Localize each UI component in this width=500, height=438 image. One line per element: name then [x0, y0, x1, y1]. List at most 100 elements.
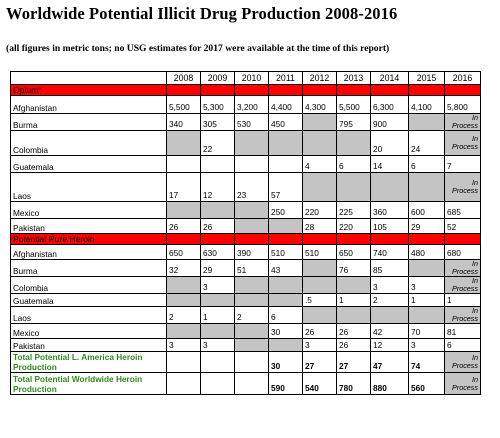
- value-cell: 2: [370, 293, 409, 307]
- value-cell: [234, 293, 269, 307]
- in-process-text: In: [472, 259, 478, 268]
- value-cell: [336, 130, 371, 156]
- value-cell: [336, 276, 371, 294]
- row-label: Burma: [10, 259, 167, 277]
- in-process-cell: In Process: [444, 306, 481, 324]
- value-cell: .5: [302, 293, 337, 307]
- table-row: Pakistan 3 3 3 26 12 3 6: [10, 338, 481, 352]
- value-cell: 29: [408, 218, 445, 234]
- value-cell: 17: [166, 172, 201, 202]
- value-cell: 510: [268, 244, 303, 260]
- row-label: Total Potential Worldwide Heroin Product…: [10, 372, 167, 395]
- value-cell: [166, 351, 201, 373]
- value-cell: 1: [336, 293, 371, 307]
- value-cell: 6: [408, 155, 445, 173]
- value-cell: [302, 172, 337, 202]
- value-cell: 6: [336, 155, 371, 173]
- in-process-text: Process: [452, 382, 478, 392]
- value-cell: 7: [444, 155, 481, 173]
- section-fill-cell: [408, 84, 445, 96]
- table-row: Laos 2 1 2 6 In Process: [10, 306, 481, 324]
- table-row: Pakistan 26 26 28 220 105 29 52: [10, 218, 481, 234]
- section-fill-cell: [370, 233, 409, 245]
- in-process-text: In: [472, 134, 478, 143]
- row-label: Laos: [10, 172, 167, 202]
- row-label: Afghanistan: [10, 244, 167, 260]
- value-cell: [234, 276, 269, 294]
- value-cell: 780: [336, 372, 371, 395]
- value-cell: 900: [370, 113, 409, 131]
- table-row: Colombia 3 3 3 In Process: [10, 276, 481, 294]
- table-row: Guatemala 4 6 14 6 7: [10, 155, 481, 173]
- value-cell: 27: [302, 351, 337, 373]
- value-cell: [166, 130, 201, 156]
- in-process-text: Process: [452, 186, 478, 195]
- value-cell: 26: [336, 323, 371, 339]
- value-cell: [408, 113, 445, 131]
- value-cell: 4: [302, 155, 337, 173]
- value-cell: 70: [408, 323, 445, 339]
- value-cell: [234, 372, 269, 395]
- row-label: Pakistan: [10, 218, 167, 234]
- row-label: Mexico: [10, 323, 167, 339]
- value-cell: [408, 259, 445, 277]
- year-header: 2016: [444, 71, 481, 85]
- value-cell: 26: [166, 218, 201, 234]
- value-cell: [370, 306, 409, 324]
- in-process-text: Process: [452, 314, 478, 323]
- value-cell: [234, 218, 269, 234]
- value-cell: 32: [166, 259, 201, 277]
- value-cell: 305: [200, 113, 235, 131]
- row-label: Burma: [10, 113, 167, 131]
- value-cell: 3: [166, 338, 201, 352]
- value-cell: [370, 172, 409, 202]
- value-cell: [408, 306, 445, 324]
- value-cell: 26: [336, 338, 371, 352]
- value-cell: [200, 293, 235, 307]
- section-fill-cell: [234, 84, 269, 96]
- section-fill-cell: [302, 233, 337, 245]
- value-cell: [166, 276, 201, 294]
- table-row: Afghanistan 650 630 390 510 510 650 740 480 680: [10, 244, 481, 260]
- in-process-text: In: [472, 276, 478, 285]
- table-row: Mexico 250 220 225 360 600 685: [10, 201, 481, 219]
- table-row: Afghanistan 5,500 5,300 3,200 4,400 4,300 5,50…: [10, 95, 481, 114]
- value-cell: 105: [370, 218, 409, 234]
- value-cell: 26: [200, 218, 235, 234]
- value-cell: 23: [234, 172, 269, 202]
- value-cell: 360: [370, 201, 409, 219]
- value-cell: [302, 259, 337, 277]
- value-cell: [166, 323, 201, 339]
- page-title: Worldwide Potential Illicit Drug Product…: [6, 4, 398, 23]
- value-cell: 27: [336, 351, 371, 373]
- value-cell: [200, 372, 235, 395]
- in-process-cell: In Process: [444, 276, 481, 294]
- value-cell: 85: [370, 259, 409, 277]
- total-row: Total Potential Worldwide Heroin Product…: [10, 372, 481, 395]
- value-cell: 1: [444, 293, 481, 307]
- in-process-cell: In Process: [444, 372, 481, 395]
- value-cell: [302, 113, 337, 131]
- section-fill-cell: [302, 84, 337, 96]
- value-cell: 680: [444, 244, 481, 260]
- year-header: 2008: [166, 71, 201, 85]
- value-cell: [234, 155, 269, 173]
- year-header: 2009: [200, 71, 235, 85]
- value-cell: [268, 155, 303, 173]
- value-cell: 20: [370, 130, 409, 156]
- value-cell: [408, 172, 445, 202]
- value-cell: 12: [200, 172, 235, 202]
- value-cell: 5,800: [444, 95, 481, 114]
- value-cell: 3: [200, 276, 235, 294]
- value-cell: [200, 351, 235, 373]
- value-cell: 3: [370, 276, 409, 294]
- value-cell: 57: [268, 172, 303, 202]
- in-process-cell: In Process: [444, 130, 481, 156]
- value-cell: 340: [166, 113, 201, 131]
- in-process-text: In: [472, 306, 478, 315]
- section-fill-cell: [336, 233, 371, 245]
- value-cell: 2: [166, 306, 201, 324]
- value-cell: 220: [336, 218, 371, 234]
- year-header: 2013: [336, 71, 371, 85]
- in-process-text: In: [472, 178, 478, 187]
